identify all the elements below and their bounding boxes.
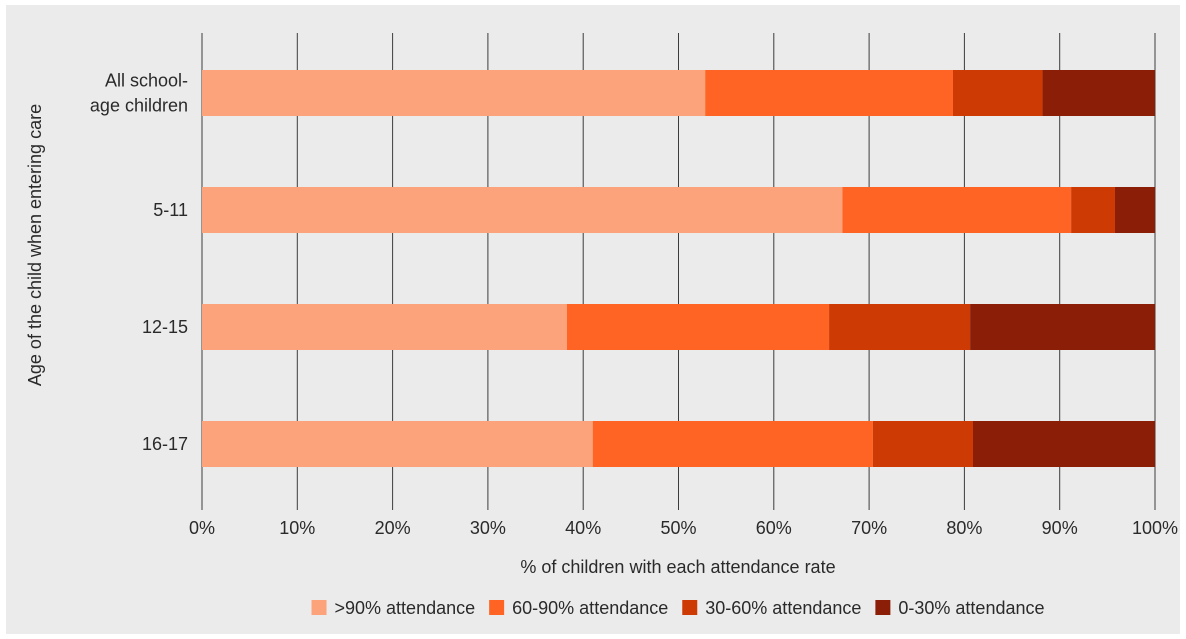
category-label: 16-17: [142, 434, 188, 454]
bars: [202, 70, 1155, 467]
legend-label: 60-90% attendance: [512, 598, 668, 618]
x-tick-label: 0%: [189, 518, 215, 538]
x-tick-label: 80%: [946, 518, 982, 538]
legend-item-3: 30-60% attendance: [682, 598, 861, 618]
legend-item-4: 0-30% attendance: [875, 598, 1044, 618]
x-tick-label: 100%: [1132, 518, 1178, 538]
legend-label: >90% attendance: [335, 598, 476, 618]
legend: >90% attendance 60-90% attendance 30-60% a…: [311, 598, 1044, 618]
category-label: All school-: [105, 71, 188, 91]
x-tick-label: 70%: [851, 518, 887, 538]
legend-swatch: [311, 600, 327, 615]
bar-segment-3: [1071, 187, 1115, 233]
bar-segment-2: [592, 421, 873, 467]
bar-segment-3: [829, 304, 971, 350]
bar-segment-1: [202, 304, 567, 350]
bar-segment-3: [872, 421, 973, 467]
x-tick-labels: 0% 10% 20% 30% 40% 50% 60% 70% 80% 90% 100%: [189, 518, 1178, 538]
chart-panel: All school-age children 5-11 12-15 16-17 0%…: [6, 5, 1180, 634]
x-tick-label: 60%: [756, 518, 792, 538]
category-labels: All school-age children 5-11 12-15 16-17: [90, 71, 188, 455]
bar-segment-3: [952, 70, 1043, 116]
bar-segment-2: [705, 70, 953, 116]
y-axis-title: Age of the child when entering care: [25, 104, 45, 386]
bar-segment-2: [566, 304, 830, 350]
legend-swatch: [682, 600, 698, 615]
category-label: age children: [90, 96, 188, 116]
bar-segment-2: [842, 187, 1072, 233]
bar-segment-4: [1042, 70, 1155, 116]
legend-item-2: 60-90% attendance: [489, 598, 668, 618]
x-tick-label: 90%: [1042, 518, 1078, 538]
legend-swatch: [875, 600, 891, 615]
category-label: 12-15: [142, 317, 188, 337]
x-tick-label: 20%: [375, 518, 411, 538]
stacked-bar-chart: All school-age children 5-11 12-15 16-17 0%…: [25, 33, 1178, 618]
legend-label: 0-30% attendance: [898, 598, 1044, 618]
legend-swatch: [489, 600, 505, 615]
bar-segment-1: [202, 187, 843, 233]
legend-item-1: >90% attendance: [311, 598, 476, 618]
x-tick-label: 50%: [660, 518, 696, 538]
x-tick-label: 10%: [279, 518, 315, 538]
legend-label: 30-60% attendance: [705, 598, 861, 618]
x-tick-label: 40%: [565, 518, 601, 538]
bar-segment-4: [1114, 187, 1155, 233]
bar-segment-4: [972, 421, 1155, 467]
bar-segment-1: [202, 70, 706, 116]
x-tick-label: 30%: [470, 518, 506, 538]
x-axis-title: % of children with each attendance rate: [520, 557, 835, 577]
bar-segment-4: [970, 304, 1155, 350]
category-label: 5-11: [153, 200, 188, 220]
bar-segment-1: [202, 421, 593, 467]
